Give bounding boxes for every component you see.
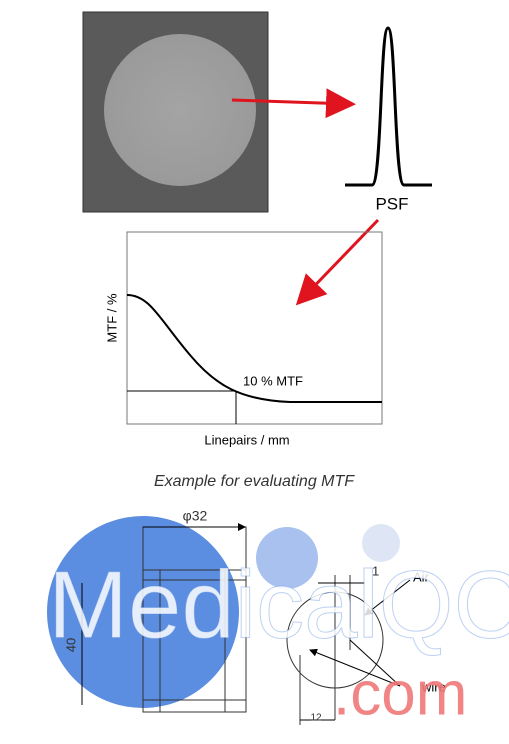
caption: Example for evaluating MTF [154, 473, 355, 490]
annotation: 10 % MTF [243, 373, 303, 388]
phantom-image [82, 11, 269, 213]
mtf-chart: 10 % MTF MTF / % Linepairs / mm [104, 231, 383, 447]
watermark-suffix: .com [333, 659, 467, 728]
watermark-text: MedicalQC [48, 551, 509, 658]
psf-curve [345, 26, 432, 187]
y-axis-label: MTF / % [104, 293, 119, 343]
gap-label: 1 [372, 563, 379, 578]
watermark-circle [256, 527, 318, 589]
arrow [231, 88, 356, 119]
arrow [295, 218, 380, 306]
x-axis-label: Linepairs / mm [204, 432, 289, 447]
psf-label: PSF [375, 194, 408, 213]
diameter-label: φ32 [183, 508, 208, 524]
technical-drawing [81, 523, 411, 725]
offset-label: 12 [310, 713, 322, 724]
air-label: Air [413, 569, 430, 584]
watermark-circle [362, 524, 400, 562]
wire-label: wire [421, 679, 446, 694]
height-label: 40 [63, 638, 78, 652]
